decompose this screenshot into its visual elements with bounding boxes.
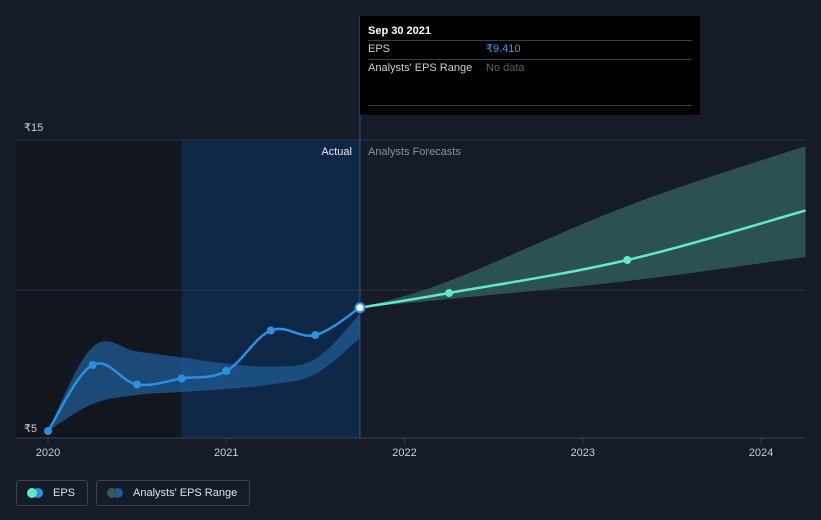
x-tick-label: 2024 [749,447,773,459]
tooltip-eps-label: EPS [368,43,391,55]
y-tick-label: ₹5 [24,423,37,435]
x-axis: 2020 2021 2022 2023 2024 [36,438,773,459]
tooltip-range-label: Analysts' EPS Range [368,62,473,74]
tooltip-date: Sep 30 2021 [368,16,692,41]
x-tick-label: 2023 [571,447,595,459]
range-area-actual [48,314,360,431]
tooltip-divider [368,105,692,106]
tooltip-range-value: No data [486,62,525,74]
eps-point-actual [266,326,275,335]
tooltip-eps-row: EPS ₹9.410 [368,41,692,60]
eps-point-actual [44,427,52,435]
range-area-forecast [359,146,806,308]
x-tick-label: 2021 [214,447,238,459]
legend: EPS Analysts' EPS Range [16,480,251,506]
eps-points [44,256,632,435]
legend-range-label: Analysts' EPS Range [133,487,238,499]
tooltip-range-row: Analysts' EPS Range No data [368,60,692,78]
eps-point-actual [222,367,231,375]
range-legend-icon [107,488,125,498]
legend-eps-label: EPS [53,487,76,499]
eps-point-actual [177,374,186,383]
x-tick-label: 2020 [36,447,60,459]
eps-point-highlighted [354,302,366,314]
legend-item-range[interactable]: Analysts' EPS Range [96,480,251,506]
eps-point-forecast [623,256,632,264]
eps-point-actual [311,331,320,339]
eps-point-forecast [445,289,454,297]
forecast-region-label: Analysts Forecasts [368,146,461,158]
legend-item-eps[interactable]: EPS [16,480,89,506]
y-tick-label: ₹15 [24,122,43,134]
actual-region-label: Actual [321,146,352,158]
eps-line-forecast [359,209,806,309]
actual-highlight-region [181,140,360,438]
eps-point-actual [88,361,97,369]
eps-legend-icon [27,488,45,498]
x-tick-label: 2022 [392,447,416,459]
gridlines [16,139,805,439]
y-axis: ₹15 ₹5 [24,122,43,435]
eps-point-actual [133,380,142,389]
tooltip-eps-value: ₹9.410 [486,43,521,55]
tooltip: Sep 30 2021 EPS ₹9.410 Analysts' EPS Ran… [360,16,700,115]
